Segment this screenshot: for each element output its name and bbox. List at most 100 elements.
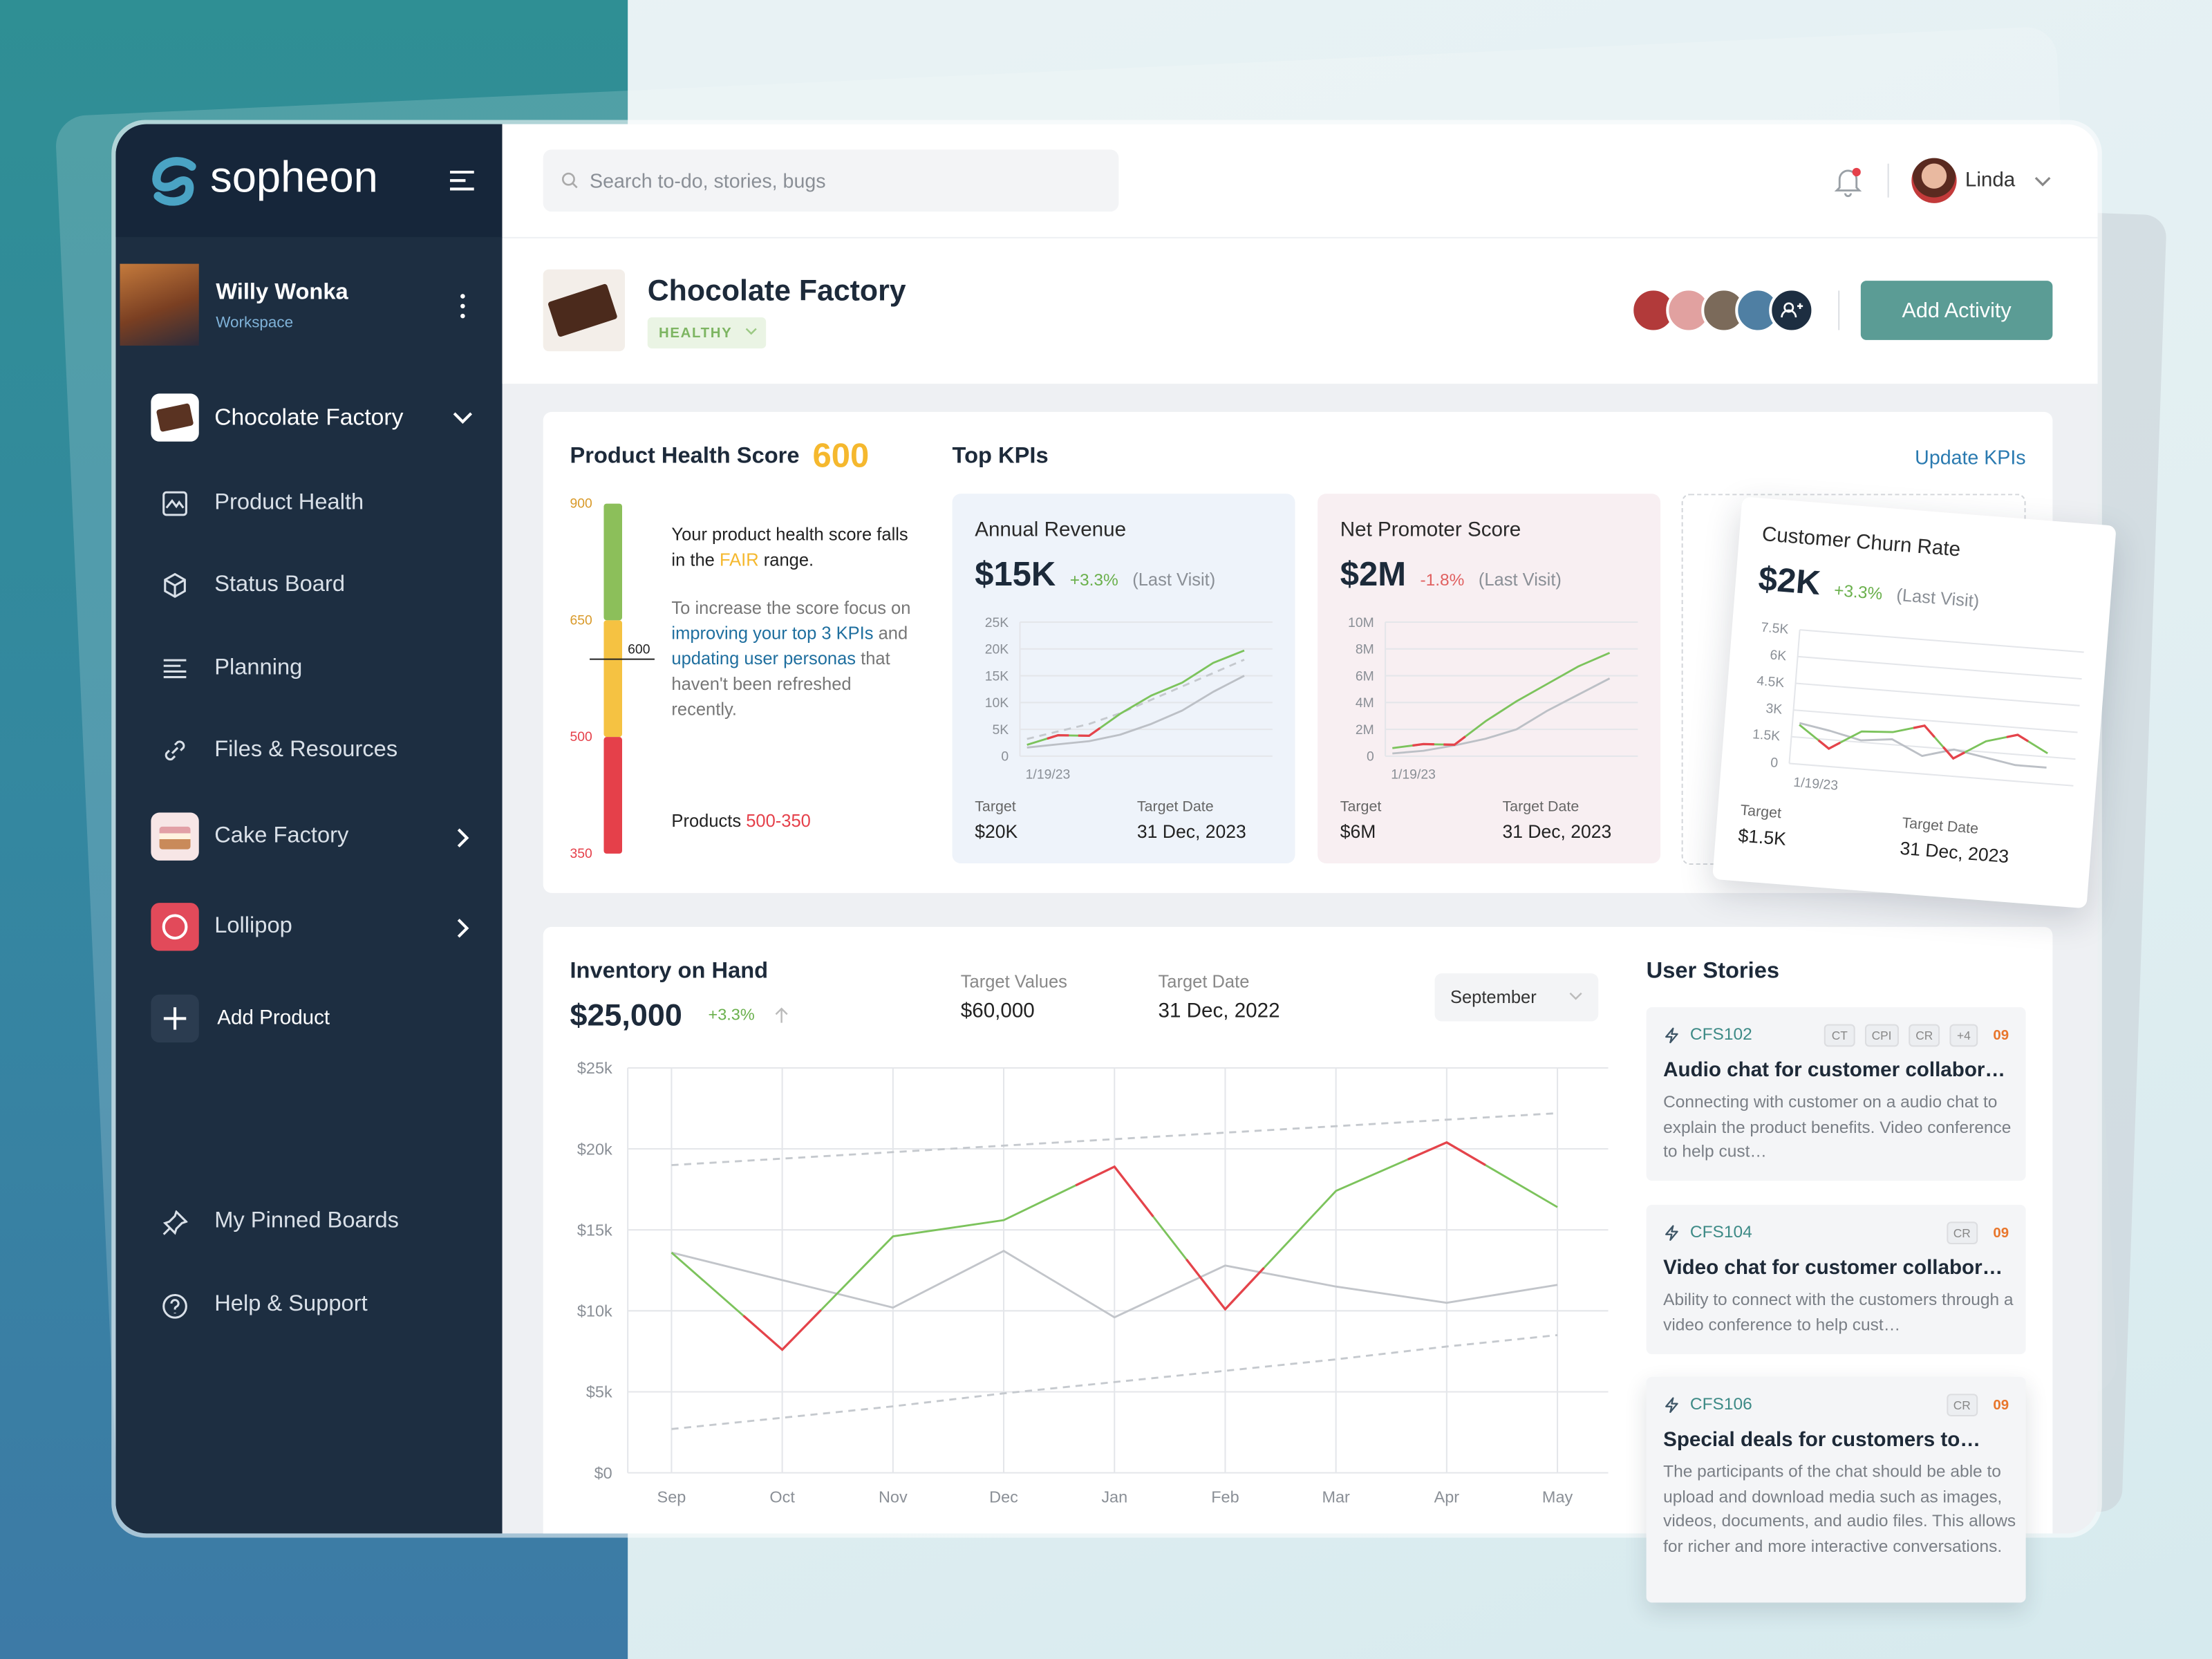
search-box[interactable] <box>543 149 1119 212</box>
turning-point <box>1942 746 1966 760</box>
link[interactable]: improving your top 3 KPIs <box>671 624 874 644</box>
team-avatars[interactable] <box>1629 286 1820 334</box>
x-tick-label: Jan <box>1101 1488 1127 1506</box>
inventory-value: $25,000 <box>570 997 682 1033</box>
series-line <box>671 1112 1558 1166</box>
turning-point <box>1412 742 1434 747</box>
chevron-right[interactable] <box>456 917 469 940</box>
add-activity-button[interactable] <box>1860 281 2053 340</box>
footer-item[interactable]: Help & Support <box>214 1292 368 1317</box>
health-products: Products 500-350 <box>671 811 810 831</box>
kpi-value: $15K <box>975 556 1056 594</box>
series-line <box>1027 649 1245 746</box>
health-advice: To increase the score focus on improving… <box>671 595 918 722</box>
user-name: Willy Wonka <box>216 281 348 305</box>
footer-item[interactable]: My Pinned Boards <box>214 1208 400 1233</box>
user-avatar[interactable] <box>1911 158 1957 203</box>
link[interactable]: updating user personas <box>671 648 856 669</box>
chevron-down[interactable] <box>1568 992 1582 1002</box>
notification-bell[interactable] <box>1834 167 1865 198</box>
story-card[interactable]: CFS106 CR 09 Special deals for customers to… <box>1646 1376 2026 1603</box>
series-line <box>1392 677 1611 755</box>
status-badge[interactable] <box>647 317 767 349</box>
y-tick-label: 20K <box>985 642 1009 657</box>
y-tick-label: 2M <box>1356 722 1374 738</box>
story-id: CFS102 <box>1689 1024 1752 1044</box>
turning-point <box>1913 724 1936 738</box>
turning-point <box>1047 733 1069 740</box>
story-icon <box>1665 1225 1678 1241</box>
text: and <box>873 624 908 644</box>
target-label: Target <box>975 798 1016 816</box>
story-description: Connecting with customer on a audio chat… <box>1663 1091 2012 1161</box>
update-kpis-link[interactable]: Update KPIs <box>1915 445 2026 469</box>
product-thumb-art <box>159 826 191 850</box>
chevron-down[interactable] <box>2033 175 2053 189</box>
y-tick-label: 7.5K <box>1761 620 1790 637</box>
account-name[interactable]: Linda <box>1965 169 2016 192</box>
product-item[interactable]: Cake Factory <box>214 823 349 848</box>
product-image-art <box>547 283 618 338</box>
story-tag: CR <box>1946 1221 1978 1244</box>
score-marker-label: 600 <box>628 641 650 657</box>
product-item[interactable]: Lollipop <box>214 914 292 939</box>
kpi-title: Top KPIs <box>952 444 1049 469</box>
story-tags: CR 09 <box>1946 1221 2009 1244</box>
health-score: 600 <box>812 437 870 476</box>
add-product[interactable]: Add Product <box>217 1007 330 1030</box>
add-icon[interactable] <box>151 994 199 1043</box>
kpi-card: Net Promoter Score $2M -1.8% (Last Visit) 0 2… <box>1318 494 1661 863</box>
story-tags: CR 09 <box>1946 1394 2009 1416</box>
grid-line <box>1793 709 2078 733</box>
target-label: Target <box>1340 798 1382 816</box>
story-card[interactable]: CFS104 CR 09 Video chat for customer collab… <box>1646 1204 2026 1355</box>
date-label: Target Date <box>1901 814 1979 838</box>
story-description: The participants of the chat should be a… <box>1663 1461 2016 1556</box>
grid-line <box>1797 655 2082 680</box>
menu-item[interactable]: Product Health <box>214 491 364 515</box>
target-value: $1.5K <box>1737 824 1788 850</box>
health-gauge: 900 650 500 350 600 <box>570 496 655 861</box>
plus <box>163 1007 187 1030</box>
y-tick-label: $20k <box>577 1140 612 1158</box>
y-tick-label: 1.5K <box>1752 727 1781 744</box>
user-menu[interactable] <box>457 292 468 320</box>
range: 500-350 <box>746 811 811 832</box>
story-card[interactable]: CFS102 CT CPI CR +4 09 Audio chat for customer… <box>1646 1007 2026 1181</box>
gauge-tick-label: 900 <box>570 496 592 512</box>
series-line <box>671 1334 1558 1430</box>
menu-icon <box>165 740 185 761</box>
gauge-segment <box>603 620 622 738</box>
text: Your product health score falls in the <box>671 525 908 570</box>
y-tick-label: 0 <box>1770 755 1779 771</box>
story-description: Ability to connect with the customers th… <box>1663 1289 2014 1334</box>
x-tick-label: Sep <box>657 1488 686 1506</box>
product-thumb-art <box>162 914 188 940</box>
story-title: Special deals for customers to… <box>1663 1429 1980 1452</box>
chevron-down[interactable] <box>451 411 474 424</box>
y-tick-label: 3K <box>1765 701 1783 718</box>
x-tick-label: Feb <box>1211 1488 1239 1506</box>
chevron-right[interactable] <box>456 827 469 850</box>
y-tick-label: 6K <box>1770 647 1787 664</box>
button-label[interactable]: Add Activity <box>1902 299 2012 324</box>
kpi-card-title: Net Promoter Score <box>1340 519 1521 542</box>
period-dropdown[interactable] <box>1434 973 1599 1022</box>
product-image <box>543 269 626 352</box>
product-thumb <box>151 393 199 442</box>
product-thumb <box>151 903 199 951</box>
y-tick-label: $25k <box>577 1059 612 1077</box>
menu-item[interactable]: Status Board <box>214 572 345 597</box>
chevron-down[interactable] <box>745 327 758 335</box>
menu-item[interactable]: Files & Resources <box>214 738 398 762</box>
kpi-card-title: Customer Churn Rate <box>1761 523 1962 562</box>
target-value: $6M <box>1340 821 1376 843</box>
turning-point <box>1185 1258 1265 1311</box>
grid-line <box>1795 682 2080 706</box>
x-tick-label: Apr <box>1434 1488 1460 1506</box>
current-product[interactable]: Chocolate Factory <box>214 404 404 431</box>
period-label[interactable]: September <box>1450 987 1537 1008</box>
menu-toggle[interactable] <box>449 169 477 192</box>
menu-item[interactable]: Planning <box>214 655 303 680</box>
y-tick-label: 0 <box>1001 749 1009 765</box>
